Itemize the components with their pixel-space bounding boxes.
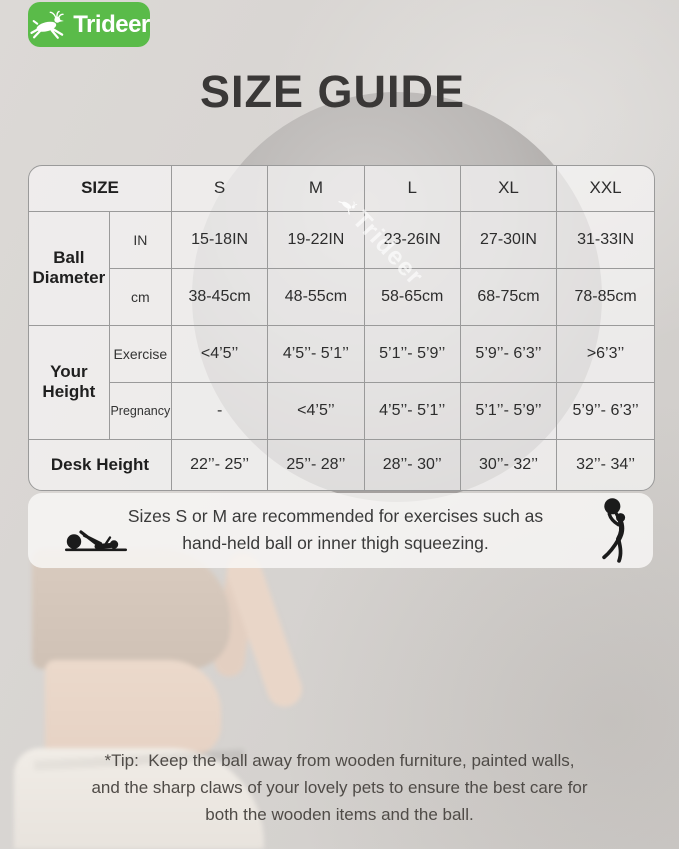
table-cell: 15-18IN — [171, 211, 269, 269]
table-row-height-pregnancy: Pregnancy - <4’5’’ 4’5’’- 5’1’’ 5’1’’- 5… — [29, 382, 654, 440]
table-cell: >6’3’’ — [556, 325, 654, 383]
row-group-your-height: Your Height — [29, 325, 110, 440]
deer-icon — [28, 10, 70, 40]
row-sub-cm: cm — [109, 268, 172, 326]
table-cell: 19-22IN — [267, 211, 365, 269]
table-cell: - — [171, 382, 269, 440]
table-cell: 27-30IN — [460, 211, 558, 269]
page-title: SIZE GUIDE — [199, 66, 466, 117]
column-header-m: M — [267, 166, 365, 212]
table-cell: 68-75cm — [460, 268, 558, 326]
table-cell: 4’5’’- 5’1’’ — [364, 382, 461, 440]
woman-torso — [32, 549, 230, 669]
table-cell: 31-33IN — [556, 211, 654, 269]
woman-leggings — [14, 748, 264, 849]
woman-belly — [45, 660, 221, 756]
table-cell: 5’9’’- 6’3’’ — [556, 382, 654, 440]
row-group-desk-height: Desk Height — [29, 439, 172, 490]
table-cell: 28’’- 30’’ — [364, 439, 461, 490]
table-cell: 32’’- 34’’ — [556, 439, 654, 490]
row-sub-in: IN — [109, 211, 172, 269]
table-cell: 38-45cm — [171, 268, 269, 326]
table-cell: <4’5’’ — [171, 325, 269, 383]
row-sub-pregnancy: Pregnancy — [109, 382, 172, 440]
column-header-xl: XL — [460, 166, 558, 212]
table-row-diameter-in: Ball Diameter IN 15-18IN 19-22IN 23-26IN… — [29, 211, 654, 326]
table-cell: 78-85cm — [556, 268, 654, 326]
recommendation-text: Sizes S or M are recommended for exercis… — [127, 506, 544, 553]
table-cell: 5’9’’- 6’3’’ — [460, 325, 558, 383]
table-cell: 30’’- 32’’ — [460, 439, 558, 490]
table-cell: 58-65cm — [364, 268, 461, 326]
recommendation-box: Sizes S or M are recommended for exercis… — [28, 493, 653, 568]
table-cell: <4’5’’ — [267, 382, 365, 440]
table-cell: 5’1’’- 5’9’’ — [460, 382, 558, 440]
size-table: SIZE S M L XL XXL Ball Diameter IN 15-18… — [28, 165, 655, 491]
table-row-diameter-cm: cm 38-45cm 48-55cm 58-65cm 68-75cm 78-85… — [29, 268, 654, 326]
table-header-row: SIZE S M L XL XXL — [29, 166, 654, 212]
person-lying-with-ball-icon — [60, 516, 132, 561]
brand-logo: Trideer — [28, 2, 150, 47]
table-cell: 23-26IN — [364, 211, 461, 269]
person-lifting-ball-icon — [599, 497, 637, 570]
brand-name: Trideer — [73, 10, 150, 38]
column-header-s: S — [171, 166, 269, 212]
table-cell: 22’’- 25’’ — [171, 439, 269, 490]
size-header-cell: SIZE — [29, 166, 172, 212]
column-header-xxl: XXL — [556, 166, 654, 212]
table-row-desk-height: Desk Height 22’’- 25’’ 25’’- 28’’ 28’’- … — [29, 439, 654, 490]
table-row-height-exercise: Your Height Exercise <4’5’’ 4’5’’- 5’1’’… — [29, 325, 654, 440]
table-cell: 5’1’’- 5’9’’ — [364, 325, 461, 383]
tip-text: *Tip: Keep the ball away from wooden fur… — [91, 751, 588, 824]
table-cell: 4’5’’- 5’1’’ — [267, 325, 365, 383]
table-cell: 25’’- 28’’ — [267, 439, 365, 490]
column-header-l: L — [364, 166, 461, 212]
row-group-ball-diameter: Ball Diameter — [29, 211, 110, 326]
row-sub-exercise: Exercise — [109, 325, 172, 383]
table-cell: 48-55cm — [267, 268, 365, 326]
